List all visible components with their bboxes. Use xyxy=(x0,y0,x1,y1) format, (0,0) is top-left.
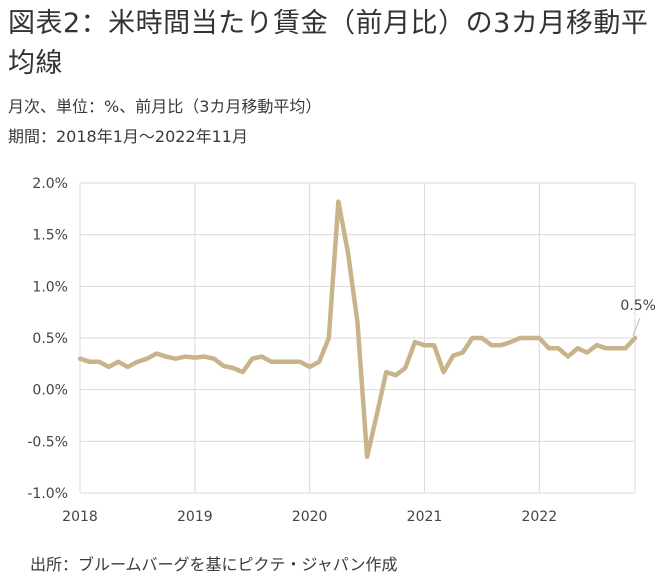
y-tick-label: 1.0% xyxy=(32,279,68,295)
x-tick-label: 2018 xyxy=(62,509,98,525)
chart-period: 期間：2018年1月～2022年11月 xyxy=(8,127,248,146)
y-tick-label: 0.0% xyxy=(32,383,68,399)
y-axis-tick-labels: 2.0% 1.5% 1.0% 0.5% 0.0% -0.5% -1.0% xyxy=(27,176,68,502)
y-tick-label: 1.5% xyxy=(32,228,68,244)
data-label-leader xyxy=(632,317,641,337)
y-tick-label: -0.5% xyxy=(27,434,68,450)
y-tick-label: -1.0% xyxy=(27,486,68,502)
series-line xyxy=(77,199,638,460)
chart-title: 図表2：米時間当たり賃金（前月比）の3カ月移動平均線 xyxy=(8,8,649,79)
y-tick-label: 2.0% xyxy=(32,176,68,192)
y-tick-label: 0.5% xyxy=(32,331,68,347)
data-labels: 0.5% xyxy=(620,298,656,337)
x-tick-label: 2022 xyxy=(521,509,557,525)
end-value-label: 0.5% xyxy=(620,298,656,314)
x-tick-label: 2021 xyxy=(407,509,443,525)
source-note: 出所：ブルームバーグを基にピクテ・ジャパン作成 xyxy=(30,555,398,574)
series-layer xyxy=(77,199,638,460)
chart-subtitle: 月次、単位：%、前月比（3カ月移動平均） xyxy=(8,97,322,116)
x-axis-tick-labels: 2018 2019 2020 2021 2022 xyxy=(62,509,557,525)
x-tick-label: 2020 xyxy=(292,509,328,525)
x-tick-label: 2019 xyxy=(177,509,213,525)
